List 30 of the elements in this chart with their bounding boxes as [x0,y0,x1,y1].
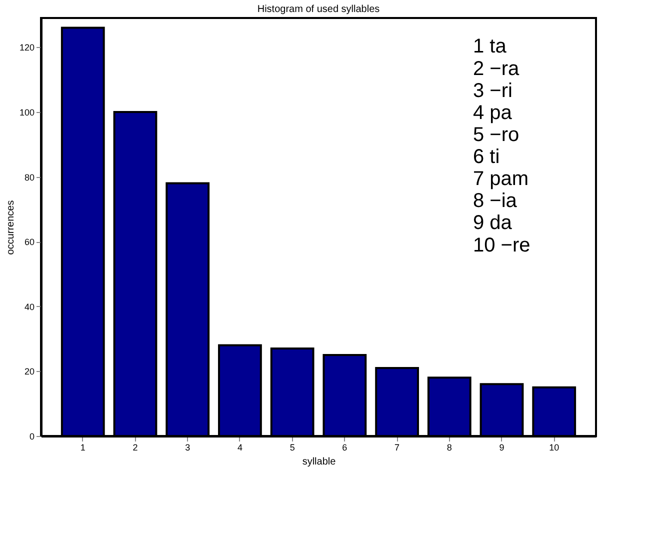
annotation: 3 −ri [473,80,512,102]
x-tick-label: 4 [237,442,242,452]
annotation: 9 da [473,212,513,234]
y-tick-label: 120 [19,42,34,53]
x-axis-title: syllable [302,456,336,468]
x-tick-label: 8 [446,442,452,452]
annotation: 6 ti [473,146,500,168]
annotation: 7 pam [473,168,529,190]
x-tick-label: 10 [549,442,560,452]
x-tick-label: 3 [185,442,190,452]
x-tick-label: 2 [132,442,138,452]
chart-title: Histogram of used syllables [257,4,380,15]
y-tick-label: 40 [24,302,34,312]
annotation: 5 −ro [473,124,520,146]
y-tick-label: 20 [24,366,34,377]
annotation: 2 −ra [473,58,520,80]
y-tick-label: 80 [24,172,34,182]
y-tick-label: 0 [29,432,34,442]
y-tick-label: 100 [19,107,34,118]
x-tick-label: 1 [80,442,86,452]
annotation: 8 −ia [473,190,518,212]
x-tick-label: 7 [394,442,400,452]
x-tick-label: 5 [290,442,295,452]
annotation: 1 ta [473,36,508,58]
annotation: 4 pa [473,102,513,124]
annotation: 10 −re [473,234,530,256]
y-axis-title: occurrences [5,200,16,255]
x-tick-label: 6 [342,442,348,452]
y-tick-label: 60 [24,237,34,248]
x-tick-label: 9 [499,442,504,452]
